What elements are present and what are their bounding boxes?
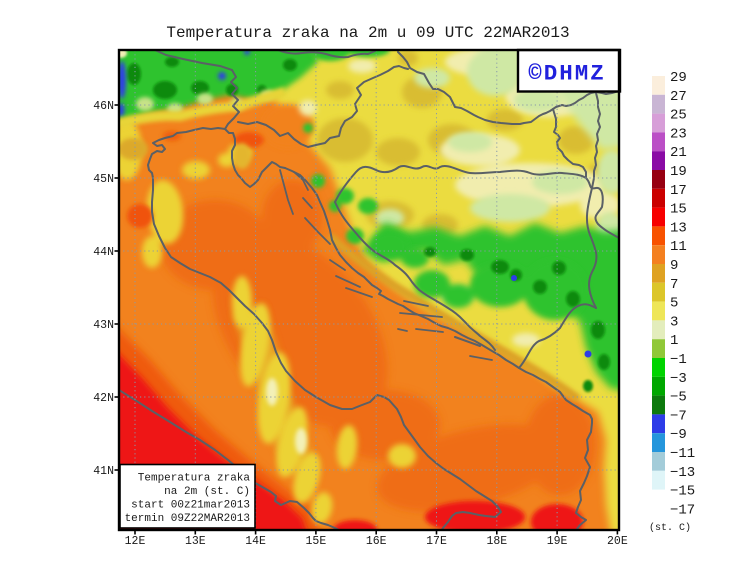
- svg-text:©DHMZ: ©DHMZ: [528, 61, 606, 87]
- svg-text:start 00z21mar2013: start 00z21mar2013: [131, 500, 250, 512]
- svg-text:44N: 44N: [93, 246, 114, 259]
- svg-text:−17: −17: [670, 502, 695, 518]
- svg-text:20E: 20E: [607, 535, 628, 548]
- svg-text:45N: 45N: [93, 173, 114, 186]
- svg-text:19E: 19E: [547, 535, 568, 548]
- svg-text:9: 9: [670, 258, 678, 274]
- svg-text:19: 19: [670, 164, 687, 180]
- svg-text:11: 11: [670, 239, 687, 255]
- svg-text:27: 27: [670, 89, 687, 105]
- svg-text:15E: 15E: [306, 535, 327, 548]
- svg-text:14E: 14E: [245, 535, 266, 548]
- svg-text:43N: 43N: [93, 319, 114, 332]
- svg-text:na 2m (st. C): na 2m (st. C): [164, 486, 250, 498]
- svg-text:3: 3: [670, 314, 678, 330]
- svg-text:1: 1: [670, 333, 678, 349]
- svg-text:46N: 46N: [93, 100, 114, 113]
- svg-text:(st. C): (st. C): [649, 522, 691, 534]
- svg-text:42N: 42N: [93, 392, 114, 405]
- svg-text:13E: 13E: [185, 535, 206, 548]
- svg-text:41N: 41N: [93, 465, 114, 478]
- svg-text:−9: −9: [670, 427, 687, 443]
- svg-text:12E: 12E: [125, 535, 146, 548]
- svg-text:−3: −3: [670, 371, 687, 387]
- svg-text:−13: −13: [670, 465, 695, 481]
- svg-text:17E: 17E: [426, 535, 447, 548]
- svg-text:−7: −7: [670, 408, 687, 424]
- svg-text:7: 7: [670, 277, 678, 293]
- svg-text:Temperatura zraka na 2m u 09 U: Temperatura zraka na 2m u 09 UTC 22MAR20…: [166, 24, 569, 42]
- svg-text:13: 13: [670, 220, 687, 236]
- svg-text:−5: −5: [670, 390, 687, 406]
- svg-text:21: 21: [670, 145, 687, 161]
- svg-text:29: 29: [670, 70, 687, 86]
- svg-text:17: 17: [670, 183, 687, 199]
- svg-text:25: 25: [670, 108, 687, 124]
- svg-text:Temperatura zraka: Temperatura zraka: [138, 473, 251, 485]
- svg-text:−1: −1: [670, 352, 687, 368]
- svg-text:23: 23: [670, 126, 687, 142]
- svg-text:5: 5: [670, 296, 678, 312]
- svg-text:15: 15: [670, 202, 687, 218]
- svg-text:−15: −15: [670, 484, 695, 500]
- svg-text:16E: 16E: [366, 535, 387, 548]
- svg-text:termin 09Z22MAR2013: termin 09Z22MAR2013: [125, 513, 250, 525]
- svg-text:−11: −11: [670, 446, 695, 462]
- svg-text:18E: 18E: [486, 535, 507, 548]
